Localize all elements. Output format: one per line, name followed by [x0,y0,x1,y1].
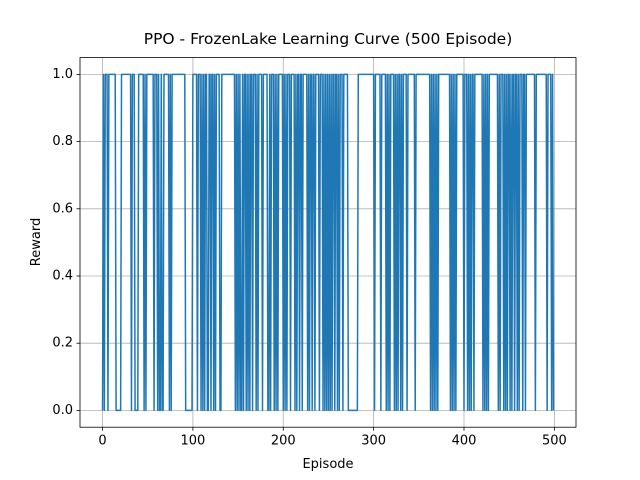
x-tick-label: 300 [361,434,386,449]
x-tick-label: 400 [452,434,477,449]
x-tick-label: 0 [98,434,106,449]
y-tick-label: 0.4 [52,269,73,284]
plot-frame [79,57,577,428]
data-line [101,73,555,412]
y-tick-label: 0.6 [52,201,73,216]
y-tick-label: 0.8 [52,134,73,149]
y-tick-label: 0.2 [52,336,73,351]
x-tick-label: 500 [542,434,567,449]
x-axis-label: Episode [302,457,353,472]
x-tick-label: 200 [271,434,296,449]
y-axis-label: Reward [29,218,44,266]
chart-title: PPO - FrozenLake Learning Curve (500 Epi… [144,30,513,48]
y-tick-label: 1.0 [52,67,73,82]
y-tick-label: 0.0 [52,403,73,418]
x-tick-label: 100 [180,434,205,449]
